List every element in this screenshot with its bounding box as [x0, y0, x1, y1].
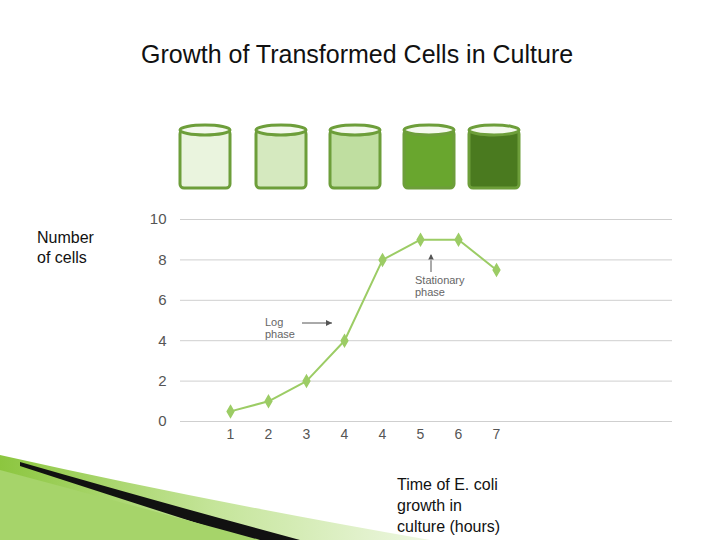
svg-text:3: 3	[303, 426, 311, 442]
svg-text:6: 6	[455, 426, 463, 442]
svg-text:4: 4	[379, 426, 387, 442]
svg-text:10: 10	[150, 210, 167, 227]
svg-text:2: 2	[265, 426, 273, 442]
svg-text:2: 2	[158, 372, 166, 389]
svg-text:1: 1	[227, 426, 235, 442]
svg-text:7: 7	[493, 426, 501, 442]
svg-text:0: 0	[158, 412, 166, 429]
svg-text:4: 4	[341, 426, 349, 442]
svg-text:4: 4	[158, 332, 166, 349]
html-text:Time of E. coli growth in cult: Time of E. coli growth in culture (hours…	[397, 476, 501, 535]
html-text:Stationary phase: Stationary phase	[415, 274, 465, 298]
html-text:Growth of Transformed Cells in: Growth of Transformed Cells in Culture	[141, 40, 574, 68]
html-text:Number of cells: Number of cells	[37, 229, 94, 266]
svg-text:5: 5	[417, 426, 425, 442]
html-text:Log phase: Log phase	[265, 316, 295, 340]
svg-text:6: 6	[158, 291, 166, 308]
svg-text:8: 8	[158, 251, 166, 268]
